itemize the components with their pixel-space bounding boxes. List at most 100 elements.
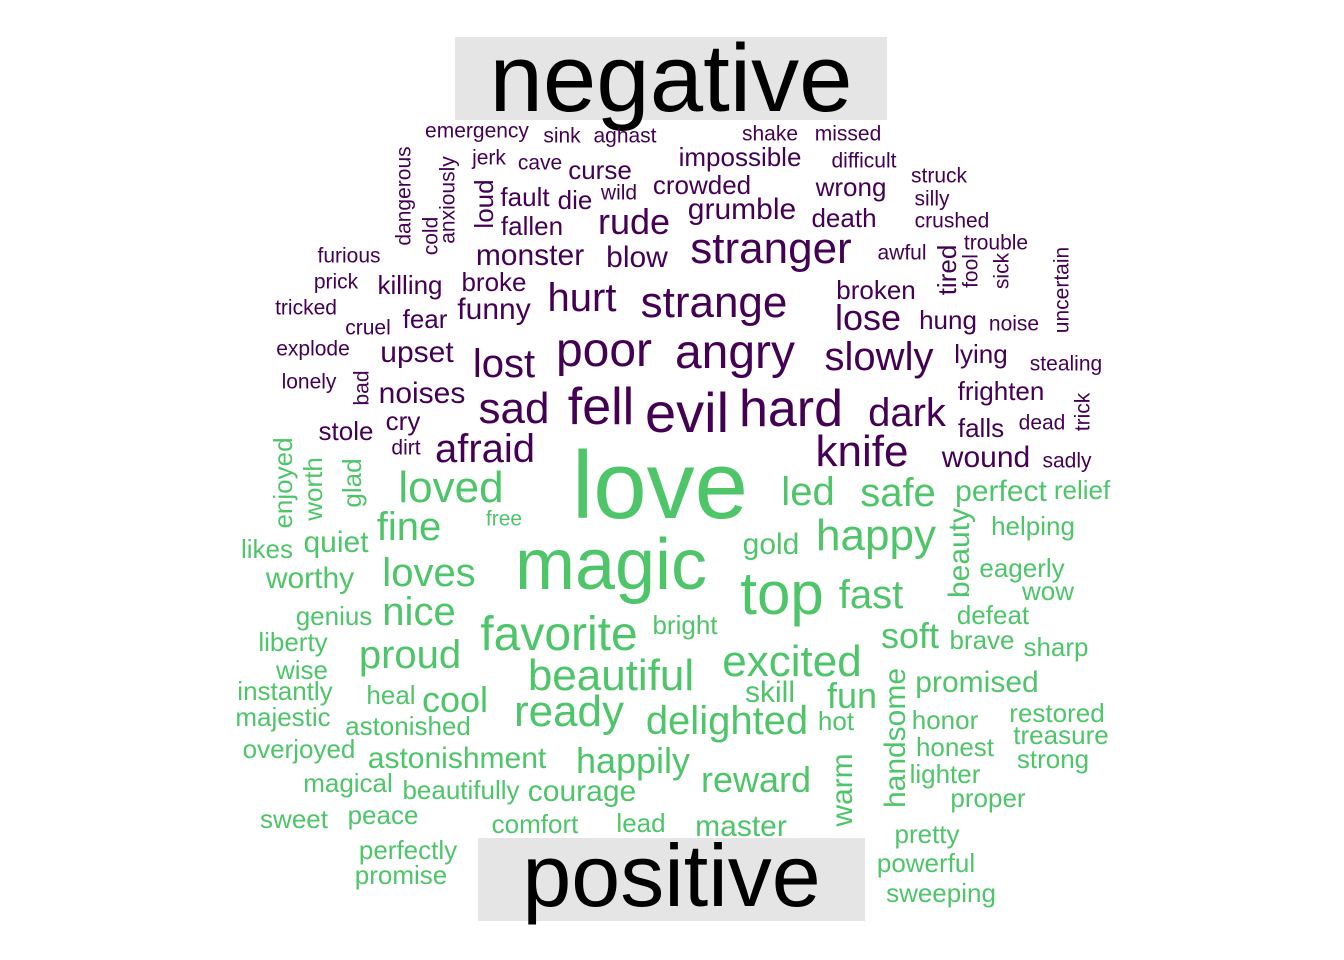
word-positive-reward: reward [700,759,812,800]
word-positive-beautiful: beautiful [527,651,695,700]
word-positive-strong: strong [1016,744,1090,774]
word-positive-pretty: pretty [894,819,960,849]
word-negative-broke: broke [461,267,527,297]
word-negative-wound: wound [941,441,1031,474]
word-negative-die: die [557,185,593,215]
word-positive-led: led [781,470,835,514]
word-positive-overjoyed: overjoyed [242,734,356,764]
word-positive-instantly: instantly [237,676,333,706]
word-negative-cry: cry [385,406,421,436]
word-positive-gold: gold [742,528,800,561]
word-negative-tricked: tricked [275,296,337,320]
word-positive-sweet: sweet [260,804,328,834]
word-negative-noise: noise [988,312,1040,336]
word-positive-proper: proper [950,783,1026,813]
word-negative-stole: stole [318,416,374,446]
word-negative-stranger: stranger [690,224,852,273]
word-negative-sick: sick [990,252,1014,290]
word-positive-perfect: perfect [955,475,1047,508]
word-negative-slowly: slowly [824,335,934,379]
word-positive-treasure: treasure [1013,720,1109,750]
word-negative-bad: bad [350,370,374,406]
word-negative-afraid: afraid [434,427,536,471]
word-positive-helping: helping [991,511,1075,541]
word-positive-glad: glad [337,458,367,508]
word-negative-fool: fool [959,254,983,288]
word-positive-lighter: lighter [909,759,981,789]
word-negative-blow: blow [606,241,668,274]
word-positive-eagerly: eagerly [979,553,1065,583]
word-negative-awful: awful [877,241,927,265]
word-negative-falls: falls [957,413,1005,443]
word-positive-courage: courage [527,775,637,808]
group-label-positive: positive [478,832,865,921]
word-positive-comfort: comfort [491,809,579,839]
word-negative-aghast: aghast [593,124,657,148]
word-negative-crushed: crushed [914,209,990,233]
group-label-negative: negative [455,31,887,127]
word-negative-hurt: hurt [547,276,617,320]
word-positive-loves: loves [382,551,476,595]
word-positive-fast: fast [838,573,904,617]
word-positive-promised: promised [915,666,1039,699]
word-negative-noises: noises [378,377,466,410]
word-negative-frighten: frighten [957,376,1045,406]
word-negative-explode: explode [276,337,350,361]
word-negative-grumble: grumble [687,193,797,226]
word-positive-ready: ready [513,687,625,736]
word-negative-wrong: wrong [815,172,887,202]
word-negative-jerk: jerk [472,146,506,170]
word-negative-sad: sad [478,384,550,433]
word-negative-missed: missed [814,122,882,146]
word-negative-prick: prick [313,270,359,294]
word-positive-wise: wise [275,655,329,685]
word-positive-free: free [485,507,523,531]
word-positive-warm: warm [826,753,859,827]
word-positive-favorite: favorite [480,608,638,661]
word-positive-enjoyed: enjoyed [268,437,298,529]
word-positive-fine: fine [376,505,442,549]
word-negative-funny: funny [457,293,531,326]
word-positive-quiet: quiet [303,526,369,559]
word-positive-delighted: delighted [645,699,809,743]
word-positive-worthy: worthy [265,562,355,595]
word-positive-likes: likes [240,534,294,564]
word-negative-hard: hard [738,380,844,438]
word-positive-brave: brave [949,625,1015,655]
word-negative-monster: monster [475,239,585,272]
word-positive-genius: genius [295,601,373,631]
word-positive-restored: restored [1009,698,1105,728]
word-negative-impossible: impossible [678,142,802,172]
word-negative-lose: lose [834,297,902,338]
word-positive-loved: loved [398,463,504,512]
word-positive-handsome: handsome [879,667,912,809]
word-positive-hot: hot [817,706,855,736]
word-positive-fun: fun [826,675,878,716]
word-positive-skill: skill [745,676,795,709]
word-positive-wow: wow [1021,576,1075,606]
word-positive-love: love [571,432,749,539]
word-negative-dangerous: dangerous [392,146,416,246]
word-negative-hung: hung [919,305,977,335]
word-negative-death: death [811,203,877,233]
word-negative-lying: lying [954,339,1008,369]
word-positive-lead: lead [616,808,666,838]
word-positive-worth: worth [298,457,328,521]
word-negative-trick: trick [1071,392,1095,432]
word-negative-fallen: fallen [500,211,564,241]
word-negative-stealing: stealing [1029,352,1103,376]
word-negative-silly: silly [914,187,950,211]
word-negative-cold: cold [419,216,443,256]
word-positive-powerful: powerful [876,848,976,878]
word-positive-master: master [695,810,787,843]
word-negative-wild: wild [600,181,638,205]
word-positive-magic: magic [514,525,708,605]
word-negative-difficult: difficult [831,149,897,173]
word-negative-strange: strange [640,278,788,327]
word-negative-cave: cave [517,151,563,175]
word-negative-emergency: emergency [425,119,529,143]
word-negative-dark: dark [868,391,946,435]
word-positive-perfectly: perfectly [358,835,458,865]
word-positive-safe: safe [860,471,936,515]
